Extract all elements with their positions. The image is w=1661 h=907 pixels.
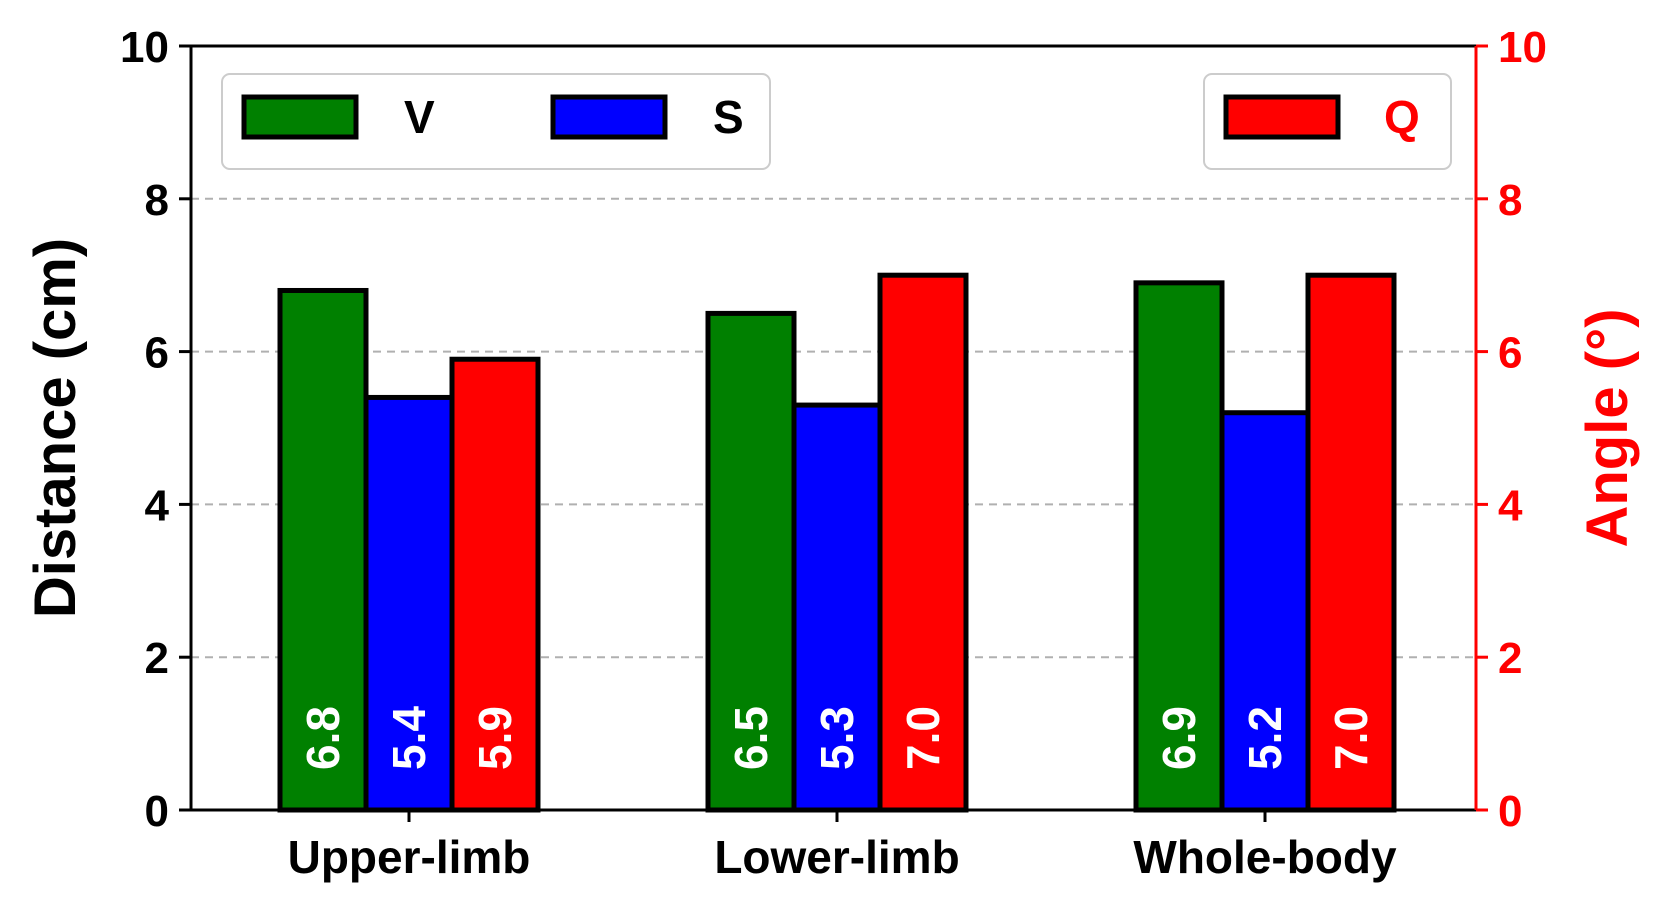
bar-v-whole-body [1133,280,1225,813]
bars: 6.8 6.5 6.9 5.4 5.3 5.2 5.9 7.0 7.0 [277,272,1397,813]
legend-swatch-s [550,94,668,140]
bar-value-label: 5.2 [1239,706,1291,770]
legend-label-v: V [404,91,435,143]
bar-s-whole-body [1219,410,1311,813]
bar-value-label: 6.5 [725,706,777,770]
legend-label-q: Q [1384,91,1420,143]
y2-axis-title: Angle (°) [1575,308,1640,547]
legend-swatch-v [241,94,359,140]
bar-value-label: 6.8 [297,706,349,770]
bar-q-lower-limb [877,272,969,813]
y-axis-title: Distance (cm) [23,238,88,618]
y2-tick-label: 2 [1498,634,1522,683]
y-tick-label: 6 [145,329,169,378]
legend-label-s: S [713,91,744,143]
bar-s-upper-limb [363,394,455,813]
y-tick-label: 10 [120,23,169,72]
bar-value-label: 5.4 [383,706,435,770]
x-tick-label: Upper-limb [288,831,531,883]
bar-q-whole-body [1305,272,1397,813]
bar-value-label: 7.0 [1325,706,1377,770]
y2-tick-label: 4 [1498,481,1523,530]
axes: 0 2 4 6 8 10 0 2 4 6 8 10 Upper-limb Lower-limb Whole-… [120,23,1547,883]
y-tick-label: 0 [145,787,169,836]
y2-tick-label: 6 [1498,329,1522,378]
y2-tick-label: 10 [1498,23,1547,72]
bar-value-label: 5.3 [811,706,863,770]
x-tick-label: Whole-body [1133,831,1397,883]
bar-q-upper-limb [449,356,541,813]
bar-value-label: 6.9 [1153,706,1205,770]
y2-tick-label: 8 [1498,176,1522,225]
x-tick-label: Lower-limb [714,831,959,883]
y-tick-label: 4 [145,481,170,530]
y-tick-label: 2 [145,634,169,683]
bar-value-label: 7.0 [897,706,949,770]
legend-swatch-q [1223,94,1341,140]
bar-value-label: 5.9 [469,706,521,770]
y-tick-label: 8 [145,176,169,225]
y2-tick-label: 0 [1498,787,1522,836]
